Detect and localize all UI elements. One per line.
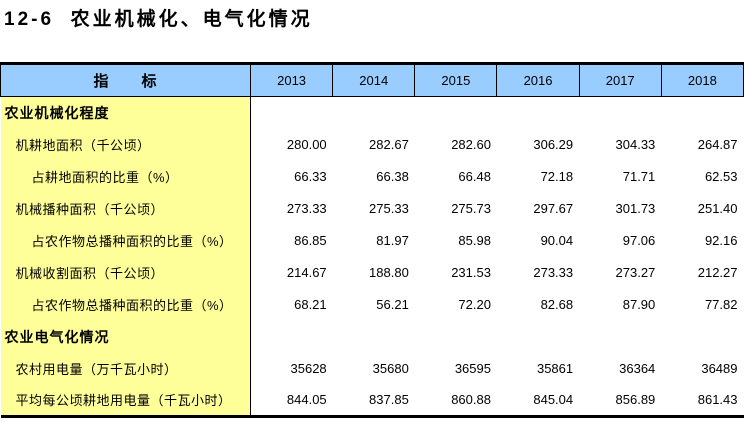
value-cell: 72.18 bbox=[496, 160, 580, 193]
row-label: 农业电气化情况 bbox=[0, 320, 251, 353]
value-cell: 66.38 bbox=[332, 160, 415, 193]
value-cell bbox=[496, 96, 580, 129]
value-cell: 92.16 bbox=[661, 224, 744, 257]
value-cell bbox=[332, 96, 415, 129]
stats-table: 指 标 2013 2014 2015 2016 2017 2018 农业机械化程… bbox=[0, 62, 744, 418]
year-header-cell: 2017 bbox=[578, 63, 662, 97]
value-cell: 35628 bbox=[250, 352, 333, 385]
value-cell bbox=[332, 320, 415, 353]
table-row: 农业电气化情况 bbox=[0, 320, 744, 353]
value-cell bbox=[250, 96, 333, 129]
value-cell: 90.04 bbox=[496, 224, 580, 257]
table-row: 平均每公顷耕地用电量（千瓦小时） 844.05 837.85 860.88 84… bbox=[0, 384, 744, 417]
table-row: 占农作物总播种面积的比重（%） 68.21 56.21 72.20 82.68 … bbox=[0, 288, 744, 321]
value-cell: 282.67 bbox=[332, 128, 415, 161]
row-label: 占农作物总播种面积的比重（%） bbox=[0, 288, 251, 321]
value-cell: 275.73 bbox=[414, 192, 497, 225]
year-header-cell: 2018 bbox=[660, 63, 744, 97]
value-cell: 35861 bbox=[496, 352, 580, 385]
value-cell: 856.89 bbox=[579, 384, 662, 417]
value-cell: 297.67 bbox=[496, 192, 580, 225]
value-cell: 251.40 bbox=[661, 192, 744, 225]
value-cell: 860.88 bbox=[414, 384, 497, 417]
value-cell: 68.21 bbox=[250, 288, 333, 321]
row-label: 农业机械化程度 bbox=[0, 96, 251, 129]
value-cell: 273.27 bbox=[579, 256, 662, 289]
value-cell: 264.87 bbox=[661, 128, 744, 161]
table-row: 农村用电量（万千瓦小时） 35628 35680 36595 35861 363… bbox=[0, 352, 744, 385]
table-row: 占农作物总播种面积的比重（%） 86.85 81.97 85.98 90.04 … bbox=[0, 224, 744, 257]
row-label: 平均每公顷耕地用电量（千瓦小时） bbox=[0, 384, 251, 417]
value-cell: 282.60 bbox=[414, 128, 497, 161]
row-label: 占耕地面积的比重（%） bbox=[0, 160, 251, 193]
value-cell bbox=[496, 320, 580, 353]
row-label: 机械播种面积（千公顷） bbox=[0, 192, 251, 225]
value-cell: 275.33 bbox=[332, 192, 415, 225]
year-header-cell: 2013 bbox=[249, 63, 334, 97]
value-cell: 81.97 bbox=[332, 224, 415, 257]
table-header-row: 指 标 2013 2014 2015 2016 2017 2018 bbox=[0, 63, 744, 97]
value-cell bbox=[414, 320, 497, 353]
value-cell: 72.20 bbox=[414, 288, 497, 321]
value-cell: 304.33 bbox=[579, 128, 662, 161]
year-header-cell: 2016 bbox=[496, 63, 580, 97]
value-cell bbox=[579, 320, 662, 353]
value-cell: 77.82 bbox=[661, 288, 744, 321]
value-cell: 231.53 bbox=[414, 256, 497, 289]
value-cell: 837.85 bbox=[332, 384, 415, 417]
value-cell: 62.53 bbox=[661, 160, 744, 193]
value-cell: 36489 bbox=[661, 352, 744, 385]
value-cell: 214.67 bbox=[250, 256, 333, 289]
value-cell: 87.90 bbox=[579, 288, 662, 321]
table-row: 占耕地面积的比重（%） 66.33 66.38 66.48 72.18 71.7… bbox=[0, 160, 744, 193]
value-cell: 273.33 bbox=[496, 256, 580, 289]
indicator-header-cell: 指 标 bbox=[0, 63, 251, 97]
value-cell bbox=[579, 96, 662, 129]
table-row: 机械播种面积（千公顷） 273.33 275.33 275.73 297.67 … bbox=[0, 192, 744, 225]
year-header-cell: 2014 bbox=[332, 63, 416, 97]
value-cell: 97.06 bbox=[579, 224, 662, 257]
value-cell bbox=[414, 96, 497, 129]
value-cell: 273.33 bbox=[250, 192, 333, 225]
row-label: 农村用电量（万千瓦小时） bbox=[0, 352, 251, 385]
value-cell: 86.85 bbox=[250, 224, 333, 257]
value-cell: 85.98 bbox=[414, 224, 497, 257]
value-cell: 82.68 bbox=[496, 288, 580, 321]
value-cell: 66.48 bbox=[414, 160, 497, 193]
value-cell: 71.71 bbox=[579, 160, 662, 193]
value-cell: 301.73 bbox=[579, 192, 662, 225]
value-cell: 35680 bbox=[332, 352, 415, 385]
row-label: 占农作物总播种面积的比重（%） bbox=[0, 224, 251, 257]
table-row: 机械收割面积（千公顷） 214.67 188.80 231.53 273.33 … bbox=[0, 256, 744, 289]
value-cell: 845.04 bbox=[496, 384, 580, 417]
value-cell bbox=[250, 320, 333, 353]
table-row: 机耕地面积（千公顷） 280.00 282.67 282.60 306.29 3… bbox=[0, 128, 744, 161]
page-title: 12-6 农业机械化、电气化情况 bbox=[4, 9, 313, 30]
row-label: 机械收割面积（千公顷） bbox=[0, 256, 251, 289]
value-cell: 844.05 bbox=[250, 384, 333, 417]
value-cell: 36364 bbox=[579, 352, 662, 385]
value-cell: 188.80 bbox=[332, 256, 415, 289]
value-cell: 56.21 bbox=[332, 288, 415, 321]
year-header-cell: 2015 bbox=[414, 63, 498, 97]
value-cell: 36595 bbox=[414, 352, 497, 385]
value-cell bbox=[661, 96, 744, 129]
value-cell: 280.00 bbox=[250, 128, 333, 161]
row-label: 机耕地面积（千公顷） bbox=[0, 128, 251, 161]
value-cell: 306.29 bbox=[496, 128, 580, 161]
value-cell: 66.33 bbox=[250, 160, 333, 193]
value-cell: 212.27 bbox=[661, 256, 744, 289]
table-row: 农业机械化程度 bbox=[0, 96, 744, 129]
value-cell: 861.43 bbox=[661, 384, 744, 417]
value-cell bbox=[661, 320, 744, 353]
